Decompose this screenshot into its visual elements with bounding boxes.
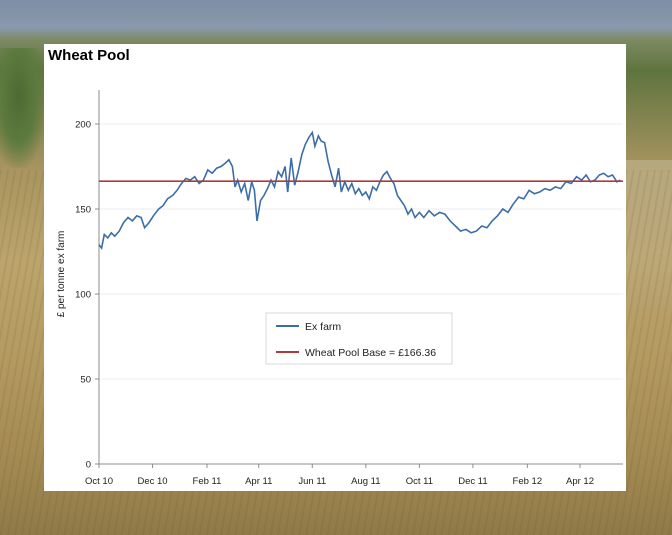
legend-label-wheat-pool-base: Wheat Pool Base = £166.36	[305, 347, 436, 359]
x-tick-label: Dec 11	[458, 476, 487, 487]
legend: Ex farm Wheat Pool Base = £166.36	[265, 312, 453, 365]
background-trees	[0, 48, 46, 168]
y-tick-label: 100	[75, 290, 91, 301]
x-tick-label: Feb 12	[513, 476, 543, 487]
x-tick-label: Apr 11	[245, 476, 272, 487]
y-tick-label: 200	[75, 120, 91, 131]
x-tick-label: Dec 10	[137, 476, 167, 487]
x-tick-label: Oct 11	[406, 476, 433, 487]
x-tick-label: Oct 10	[85, 476, 113, 487]
y-gridlines	[99, 123, 623, 380]
x-tick-labels: Oct 10 Dec 10 Feb 11 Apr 11 Jun 11 Aug 11 Oct …	[85, 464, 594, 487]
legend-label-ex-farm: Ex farm	[305, 321, 341, 333]
legend-box	[265, 312, 453, 365]
x-tick-label: Feb 11	[193, 476, 222, 487]
y-tick-label: 50	[80, 375, 91, 386]
x-tick-label: Jun 11	[298, 476, 326, 487]
y-axis-label: £ per tonne ex farm	[56, 231, 67, 318]
y-tick-labels: 0 50 100 150 200	[75, 120, 99, 471]
chart-title: Wheat Pool	[48, 47, 130, 64]
x-tick-label: Apr 12	[566, 476, 594, 487]
y-tick-label: 0	[86, 460, 91, 471]
chart-panel	[44, 44, 626, 491]
background-haze	[626, 160, 672, 310]
x-tick-label: Aug 11	[351, 476, 380, 487]
series-line-ex-farm	[98, 130, 621, 250]
y-tick-label: 150	[75, 205, 91, 216]
